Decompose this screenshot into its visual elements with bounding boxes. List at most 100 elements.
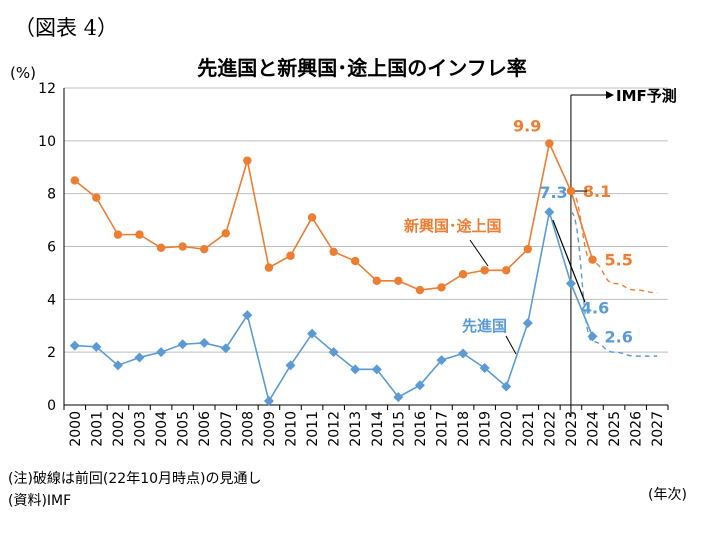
x-tick-label: 2007 xyxy=(219,411,235,447)
data-point xyxy=(328,347,339,358)
data-point xyxy=(394,276,403,286)
data-point xyxy=(220,343,231,354)
data-point xyxy=(307,213,317,222)
data-point xyxy=(243,156,252,165)
data-point xyxy=(371,364,382,375)
data-point xyxy=(458,270,468,279)
data-point xyxy=(286,251,295,260)
y-tick-label: 4 xyxy=(47,292,56,308)
x-tick-label: 2003 xyxy=(133,411,149,447)
x-tick-label: 2006 xyxy=(197,411,213,447)
data-point xyxy=(437,283,446,292)
data-point xyxy=(92,193,101,202)
x-tick-label: 2022 xyxy=(542,411,558,447)
data-point xyxy=(177,339,188,350)
x-tick-label: 2025 xyxy=(607,411,623,447)
y-tick-label: 2 xyxy=(47,345,56,361)
x-tick-label: 2016 xyxy=(413,411,429,447)
x-tick-label: 2001 xyxy=(89,411,105,447)
data-point xyxy=(264,263,274,272)
previous-forecast-line-advanced xyxy=(570,211,658,357)
x-tick-label: 2023 xyxy=(564,411,580,447)
data-point xyxy=(329,247,338,256)
x-tick-label: 2021 xyxy=(521,411,537,447)
data-point xyxy=(134,352,145,363)
forecast-arrow-head xyxy=(606,91,614,99)
x-tick-label: 2008 xyxy=(240,411,256,447)
data-point xyxy=(199,337,210,348)
data-point xyxy=(285,360,296,371)
data-point xyxy=(415,285,425,295)
y-axis-unit: (%) xyxy=(10,64,36,82)
x-tick-label: 2017 xyxy=(435,411,451,447)
figure-label: （図表 4） xyxy=(14,16,119,40)
x-tick-label: 2024 xyxy=(586,411,602,447)
data-point xyxy=(156,243,166,253)
y-tick-label: 8 xyxy=(47,187,56,203)
x-tick-label: 2013 xyxy=(348,411,364,447)
data-point xyxy=(458,348,469,359)
data-point xyxy=(351,256,360,266)
x-tick-label: 2027 xyxy=(650,411,666,447)
data-label: 5.5 xyxy=(605,251,633,270)
data-point xyxy=(393,392,404,403)
data-point xyxy=(91,341,102,352)
data-point xyxy=(502,266,511,275)
data-label: 4.6 xyxy=(581,298,609,317)
data-point xyxy=(135,230,144,239)
data-point xyxy=(221,229,230,238)
forecast-note: (注)破線は前回(22年10月時点)の見通し xyxy=(8,471,262,487)
data-point xyxy=(113,230,123,239)
data-point xyxy=(156,347,167,358)
x-tick-label: 2019 xyxy=(478,411,494,447)
data-label: 7.3 xyxy=(539,183,567,202)
data-point xyxy=(566,186,576,196)
series-label-advanced: 先進国 xyxy=(462,317,507,335)
data-point xyxy=(69,340,80,351)
series-label-emerging: 新興国･途上国 xyxy=(404,217,502,235)
data-point xyxy=(200,244,209,254)
data-point xyxy=(522,318,533,329)
data-point xyxy=(588,255,597,264)
data-point xyxy=(523,244,532,254)
y-tick-label: 10 xyxy=(38,134,56,150)
data-point xyxy=(565,278,576,289)
x-tick-label: 2015 xyxy=(391,411,407,447)
data-point xyxy=(544,207,555,218)
data-point xyxy=(587,331,598,342)
forecast-label: IMF予測 xyxy=(616,87,677,105)
data-point xyxy=(112,360,123,371)
data-point xyxy=(414,380,425,391)
annotation-leader xyxy=(552,219,586,303)
x-tick-label: 2004 xyxy=(154,411,170,447)
source-note: (資料)IMF xyxy=(8,493,72,509)
y-tick-label: 6 xyxy=(47,240,56,256)
x-tick-label: 2002 xyxy=(111,411,127,447)
data-point xyxy=(545,139,554,148)
data-point xyxy=(480,266,489,275)
series-line-advanced xyxy=(74,211,594,404)
x-tick-label: 2000 xyxy=(68,411,84,447)
data-point xyxy=(436,355,447,366)
x-tick-label: 2011 xyxy=(305,411,321,447)
chart-title: 先進国と新興国･途上国のインフレ率 xyxy=(197,56,527,80)
data-point xyxy=(70,176,79,185)
x-tick-label: 2005 xyxy=(176,411,192,447)
x-tick-label: 2020 xyxy=(499,411,515,447)
data-label: 9.9 xyxy=(513,116,541,135)
x-tick-label: 2010 xyxy=(284,411,300,447)
x-tick-label: 2009 xyxy=(262,411,278,447)
x-tick-label: 2014 xyxy=(370,411,386,447)
x-axis-unit: (年次) xyxy=(648,487,687,503)
data-point xyxy=(307,328,318,339)
x-tick-label: 2012 xyxy=(327,411,343,447)
data-label: 2.6 xyxy=(605,327,633,346)
x-tick-label: 2018 xyxy=(456,411,472,447)
data-point xyxy=(350,364,361,375)
data-point xyxy=(178,242,187,251)
data-point xyxy=(263,396,274,407)
data-label: 8.1 xyxy=(583,182,611,201)
data-point xyxy=(242,310,253,321)
series-line-emerging xyxy=(74,140,594,291)
